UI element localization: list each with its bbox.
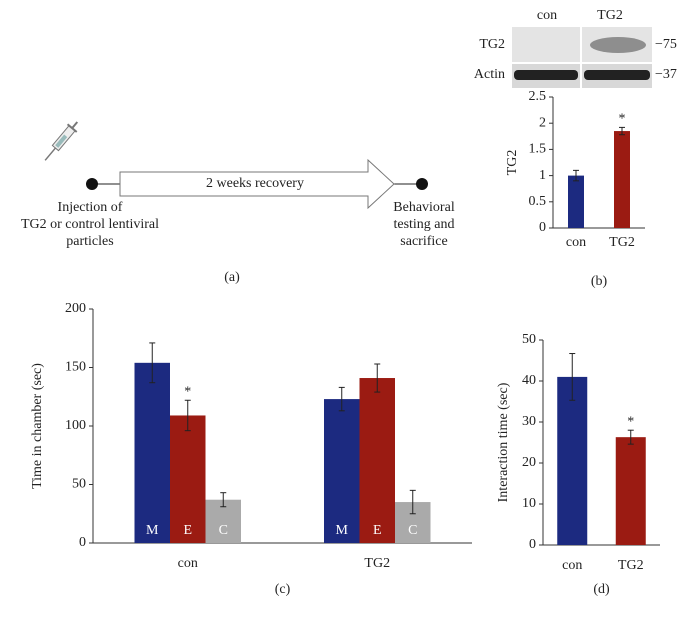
- blot-marker: −37: [655, 67, 677, 82]
- end-label: testing and: [393, 217, 454, 232]
- blot-marker: −75: [655, 37, 677, 52]
- bar: [615, 437, 646, 545]
- bar: [170, 415, 206, 543]
- panel-label: (b): [591, 274, 608, 289]
- blot-band: [590, 37, 646, 53]
- start-label: TG2 or control lentiviral: [21, 217, 159, 232]
- lane-label: TG2: [597, 8, 623, 23]
- bar: [324, 399, 360, 543]
- lane-label: con: [537, 8, 557, 23]
- blot-row-label: Actin: [474, 67, 505, 82]
- annotation: *: [184, 384, 191, 399]
- blot-row-label: TG2: [479, 37, 505, 52]
- series-label: C: [408, 523, 417, 538]
- bar: [134, 362, 170, 543]
- annotation: *: [627, 414, 634, 429]
- end-label: Behavioral: [393, 200, 455, 215]
- start-label: particles: [66, 234, 113, 249]
- y-tick-label: 0: [79, 535, 86, 550]
- blot-band: [584, 70, 650, 80]
- recovery-arrow: [119, 158, 395, 210]
- y-tick-label: 2.5: [529, 89, 547, 104]
- step-label: 2 weeks recovery: [206, 176, 304, 191]
- bar: [568, 175, 584, 228]
- x-tick-label: con: [178, 556, 198, 571]
- bar: [359, 378, 395, 543]
- x-tick-label: TG2: [618, 558, 644, 573]
- end-label: sacrifice: [400, 234, 447, 249]
- syringe-icon: [44, 121, 79, 161]
- y-axis-title: TG2: [505, 150, 520, 176]
- y-tick-label: 150: [65, 360, 86, 375]
- bar: [614, 131, 630, 228]
- blot-band: [514, 70, 578, 80]
- y-tick-label: 2: [539, 115, 546, 130]
- panel-label: (c): [275, 582, 291, 597]
- annotation: *: [619, 112, 626, 127]
- panel-label: (a): [224, 270, 240, 285]
- series-label: M: [146, 523, 159, 538]
- start-point: [86, 178, 98, 190]
- series-label: M: [336, 523, 349, 538]
- bar: [557, 376, 588, 545]
- start-label: Injection of: [58, 200, 123, 215]
- y-tick-label: 50: [522, 332, 536, 347]
- y-tick-label: 0.5: [529, 194, 547, 209]
- y-tick-label: 0: [539, 220, 546, 235]
- y-tick-label: 20: [522, 455, 536, 470]
- series-label: E: [183, 523, 192, 538]
- series-label: E: [373, 523, 382, 538]
- y-tick-label: 10: [522, 496, 536, 511]
- y-tick-label: 200: [65, 301, 86, 316]
- x-tick-label: TG2: [364, 556, 390, 571]
- y-axis-title: Time in chamber (sec): [30, 363, 45, 489]
- x-tick-label: con: [562, 558, 582, 573]
- y-tick-label: 1: [539, 168, 546, 183]
- series-label: C: [219, 523, 228, 538]
- y-tick-label: 0: [529, 537, 536, 552]
- y-tick-label: 50: [72, 477, 86, 492]
- y-tick-label: 100: [65, 418, 86, 433]
- end-point: [416, 178, 428, 190]
- blot-cell: [512, 27, 580, 62]
- x-tick-label: con: [566, 235, 586, 250]
- y-tick-label: 1.5: [529, 142, 547, 157]
- y-tick-label: 40: [522, 373, 536, 388]
- y-tick-label: 30: [522, 414, 536, 429]
- panel-label: (d): [593, 582, 610, 597]
- x-tick-label: TG2: [609, 235, 635, 250]
- y-axis-title: Interaction time (sec): [496, 382, 511, 502]
